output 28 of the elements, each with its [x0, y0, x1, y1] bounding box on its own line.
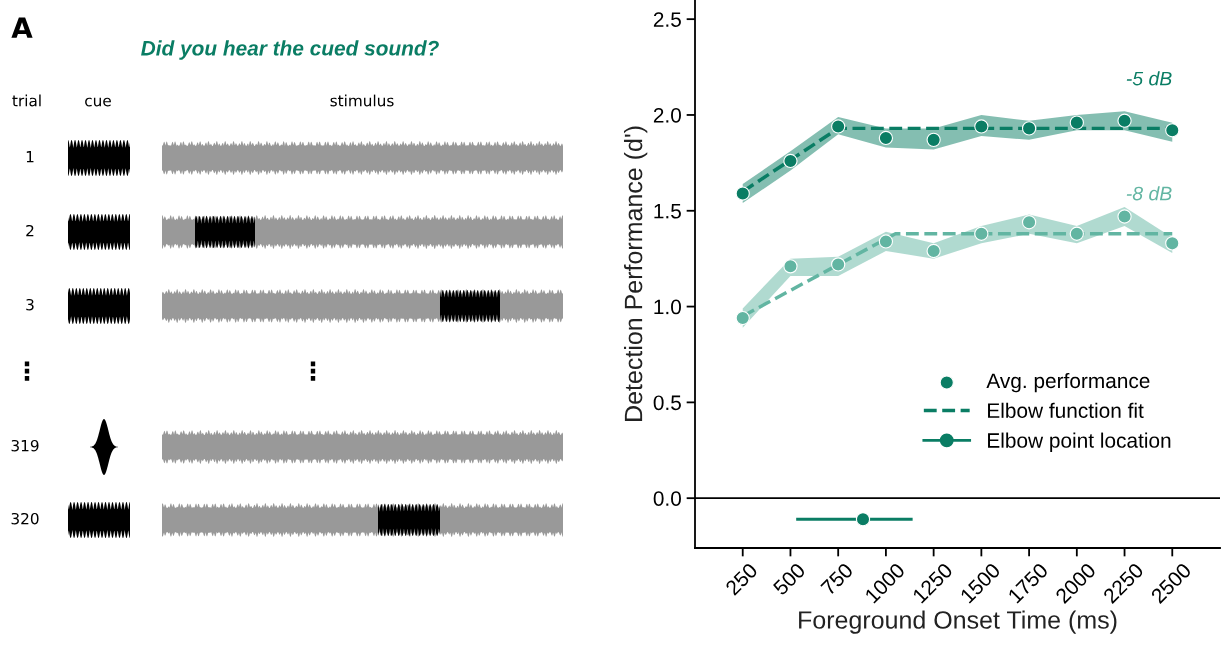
x-axis-title: Foreground Onset Time (ms): [799, 610, 1117, 634]
text: 2: [26, 224, 34, 237]
legend-label: Elbow point location: [988, 432, 1171, 452]
text: cue: [85, 97, 111, 107]
x-tick-label: 250: [724, 562, 759, 596]
y-tick-label: 1.0: [654, 299, 681, 315]
text: 1: [26, 151, 34, 163]
x-tick-label: 750: [820, 562, 854, 596]
text: ⋮: [24, 361, 30, 381]
annotation: -8 dB: [1126, 186, 1172, 201]
legend-label: Avg. performance: [986, 372, 1150, 393]
text: trial: [12, 94, 41, 107]
text: 320: [11, 512, 39, 525]
annotation: -5 dB: [1126, 71, 1172, 86]
text: A: [11, 17, 33, 38]
y-tick-label: 2.5: [653, 12, 681, 27]
y-tick-label: 0.5: [653, 395, 681, 411]
y-tick-label: 1.5: [654, 203, 681, 219]
x-tick-label: 500: [772, 562, 807, 596]
text: 319: [11, 439, 39, 452]
y-tick-label: 2.0: [653, 107, 681, 123]
legend-label: Elbow function fit: [988, 402, 1144, 419]
text: 3: [26, 298, 34, 311]
text: Did you hear the cued sound?: [141, 40, 439, 60]
text: stimulus: [330, 94, 394, 107]
text: ⋮: [310, 361, 316, 381]
y-tick-label: 0.0: [653, 491, 681, 506]
y-axis-title: Detection Performance (d'): [623, 126, 648, 421]
